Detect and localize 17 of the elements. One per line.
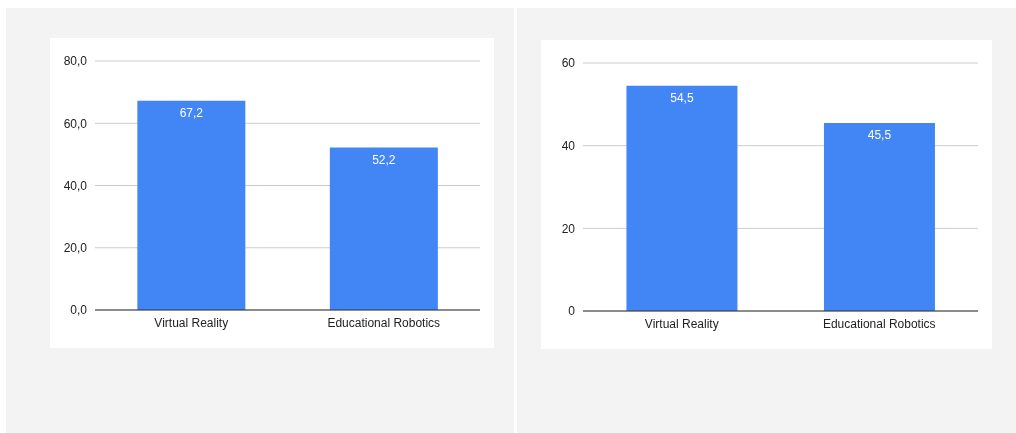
y-tick-label: 60,0 — [63, 116, 88, 131]
y-tick-label: 40,0 — [63, 178, 88, 193]
x-tick-label: Virtual Reality — [644, 316, 719, 331]
y-tick-label: 20 — [561, 221, 576, 236]
y-tick-label: 0 — [568, 304, 576, 319]
x-tick-label: Virtual Reality — [154, 315, 229, 330]
y-tick-label: 60 — [561, 56, 576, 71]
y-tick-label: 80,0 — [63, 54, 88, 69]
data-label: 45,5 — [867, 128, 892, 143]
data-label: 67,2 — [179, 106, 204, 121]
x-tick-label: Educational Robotics — [822, 316, 936, 331]
y-tick-label: 0,0 — [70, 303, 88, 318]
data-label: 52,2 — [372, 153, 396, 168]
x-tick-label: Educational Robotics — [327, 315, 441, 330]
y-tick-label: 20,0 — [63, 241, 88, 256]
y-tick-label: 40 — [561, 138, 576, 153]
data-label: 54,5 — [670, 91, 694, 106]
